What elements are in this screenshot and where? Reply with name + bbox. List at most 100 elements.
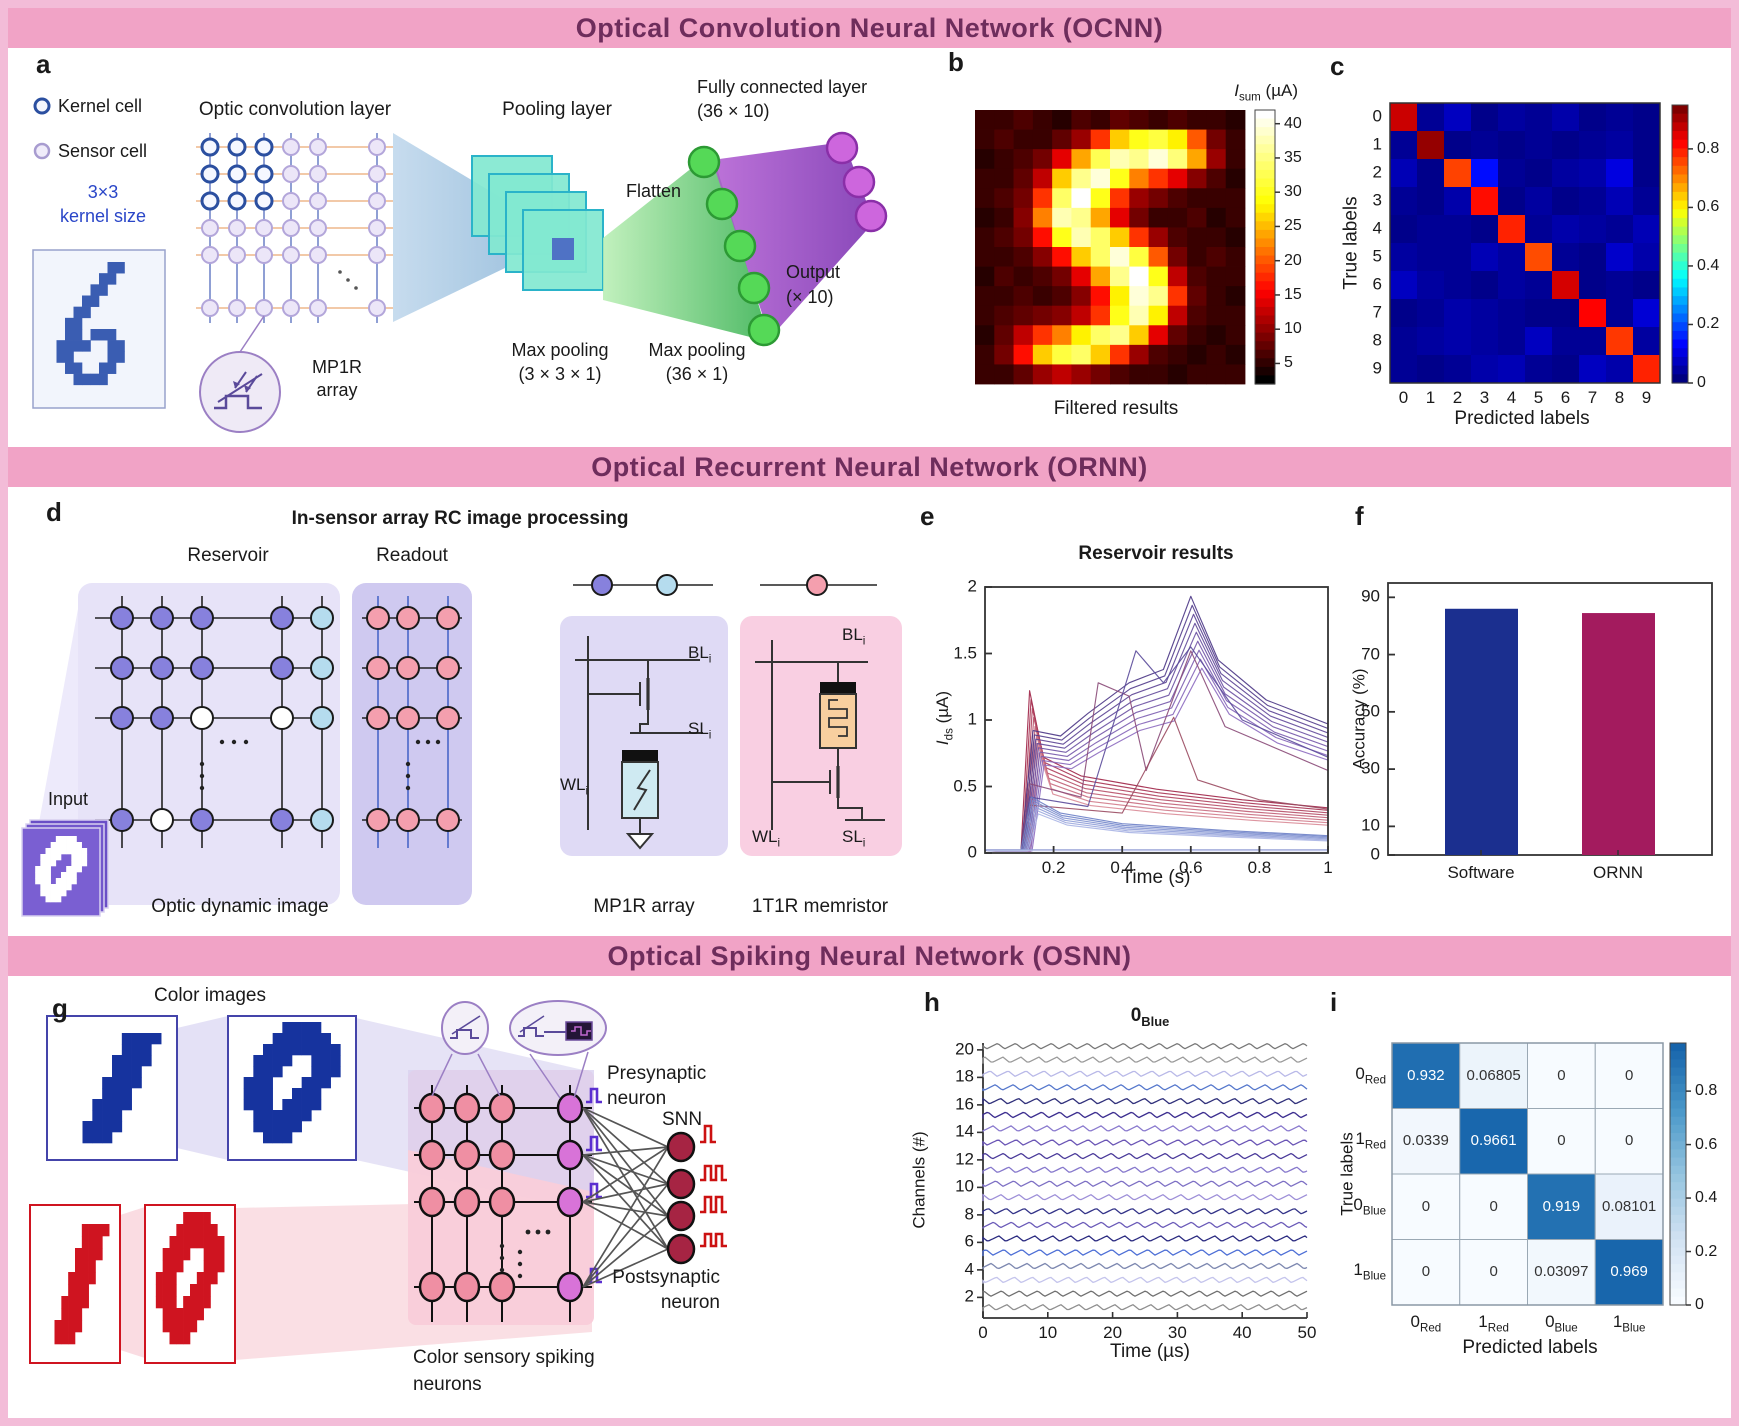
snn-label: SNN (661, 1109, 703, 1130)
i-cell-value: 0 (1489, 1263, 1498, 1280)
c-ytick: 8 (1372, 330, 1382, 350)
b-colorbar-tick: 40 (1284, 114, 1302, 132)
banner-ocnn: Optical Convolution Neural Network (OCNN… (8, 8, 1731, 48)
h-ytick: 14 (955, 1122, 974, 1142)
i-colorbar-tick: 0.2 (1695, 1242, 1718, 1260)
b-colorbar-tick: 30 (1284, 183, 1302, 201)
i-cell-value: 0.0339 (1402, 1132, 1449, 1149)
c-xtick: 3 (1479, 388, 1490, 407)
h-title: 0Blue (1130, 1005, 1170, 1029)
i-xtick: 1Red (1478, 1312, 1509, 1335)
c-xtick: 0 (1398, 388, 1409, 407)
i-xtick: 1Blue (1612, 1312, 1646, 1335)
c-ytick: 3 (1372, 190, 1382, 210)
h-ytick: 10 (955, 1177, 974, 1197)
c-ytick: 5 (1372, 246, 1382, 266)
e-ytick: 0 (967, 842, 977, 862)
b-colorbar-tick: 15 (1284, 286, 1302, 304)
i-cell-value: 0.932 (1407, 1066, 1445, 1084)
input-label: Input (48, 789, 89, 809)
i-colorbar-tick: 0 (1695, 1296, 1704, 1314)
c-colorbar-tick: 0.4 (1697, 257, 1720, 275)
c-colorbar-tick: 0.6 (1697, 198, 1720, 216)
b-colorbar-tick: 20 (1284, 251, 1302, 269)
fc-layer-label: Fully connected layer (697, 77, 868, 97)
i-xtick: 0Red (1410, 1312, 1442, 1335)
color-sensory-caption-2: neurons (413, 1374, 482, 1395)
optic-dynamic-image-caption: Optic dynamic image (151, 896, 329, 917)
panel-f-label: f (1355, 501, 1364, 531)
c-xtick: 5 (1533, 388, 1544, 407)
c-xtick: 8 (1614, 388, 1625, 407)
postsynaptic-label-2: neuron (660, 1292, 720, 1313)
panel-h-label: h (924, 987, 940, 1017)
c-ytick: 4 (1372, 218, 1382, 238)
h-ytick: 8 (964, 1204, 974, 1224)
i-cell-value: 0.919 (1542, 1197, 1581, 1215)
i-xlabel: Predicted labels (1462, 1337, 1598, 1358)
flatten-label: Flatten (626, 181, 682, 201)
f-category-ornn: ORNN (1592, 863, 1644, 882)
c-ytick: 2 (1372, 162, 1382, 182)
pooling-layer-title: Pooling layer (502, 99, 612, 120)
b-colorbar-tick: 25 (1284, 217, 1302, 235)
fc-layer-dims: (36 × 10) (697, 101, 770, 121)
h-xtick: 0 (978, 1323, 988, 1342)
c-xtick: 9 (1641, 388, 1652, 407)
e-title: Reservoir results (1078, 543, 1234, 564)
postsynaptic-label-1: Postsynaptic (612, 1267, 720, 1288)
i-colorbar-tick: 0.6 (1695, 1135, 1718, 1153)
c-ytick: 6 (1372, 274, 1382, 294)
t1r-wl-label: WLi (752, 827, 781, 850)
mp1r-array-label-1: MP1R (311, 357, 363, 377)
f-ytick: 50 (1361, 701, 1380, 721)
mp1r-wl-label: WLi (560, 775, 589, 798)
c-ytick: 9 (1372, 358, 1382, 378)
b-colorbar-tick: 5 (1284, 354, 1293, 372)
f-ytick: 70 (1361, 644, 1380, 664)
i-ytick: 0Red (1355, 1063, 1386, 1087)
i-cell-value: 0 (1557, 1132, 1566, 1149)
c-xtick: 4 (1506, 388, 1517, 407)
h-ylabel: Channels (#) (909, 1131, 929, 1229)
legend-kernel-cell: Kernel cell (58, 96, 143, 116)
panel-b-label: b (948, 47, 964, 77)
i-colorbar-tick: 0.4 (1695, 1189, 1718, 1207)
mp1r-array-caption: MP1R array (593, 896, 695, 917)
h-ytick: 20 (955, 1039, 974, 1059)
banner-ornn: Optical Recurrent Neural Network (ORNN) (8, 447, 1731, 487)
i-cell-value: 0.03097 (1534, 1263, 1589, 1280)
presynaptic-label-2: neuron (607, 1088, 667, 1109)
i-cell-value: 0 (1421, 1197, 1431, 1215)
i-ytick: 1Blue (1353, 1260, 1386, 1283)
e-ylabel: Ids (µA) (932, 690, 956, 746)
c-xtick: 7 (1587, 388, 1598, 407)
max-pooling-1-dims: (3 × 3 × 1) (518, 364, 602, 384)
i-ytick: 1Red (1355, 1129, 1386, 1152)
h-xtick: 30 (1167, 1323, 1187, 1342)
panel-d-label: d (46, 497, 62, 527)
h-xtick: 50 (1297, 1323, 1317, 1342)
i-cell-value: 0 (1489, 1197, 1498, 1215)
h-ytick: 12 (955, 1149, 974, 1169)
t1r-memristor-caption: 1T1R memristor (751, 896, 889, 917)
e-xtick: 0.4 (1110, 858, 1135, 877)
c-xtick: 1 (1425, 388, 1436, 407)
t1r-sl-label: SLi (842, 827, 866, 850)
c-ytick: 1 (1372, 134, 1382, 154)
i-cell-value: 0.9661 (1470, 1132, 1517, 1149)
e-ytick: 1 (967, 709, 977, 729)
i-cell-value: 0.969 (1610, 1263, 1648, 1280)
h-ytick: 16 (955, 1094, 974, 1114)
f-ytick: 90 (1361, 586, 1380, 606)
c-colorbar-tick: 0.8 (1697, 140, 1720, 158)
banner-osnn: Optical Spiking Neural Network (OSNN) (8, 936, 1731, 976)
i-cell-value: 0 (1624, 1066, 1634, 1084)
b-colorbar-tick: 10 (1284, 320, 1302, 338)
c-colorbar-tick: 0.2 (1697, 315, 1720, 333)
f-category-software: Software (1447, 863, 1515, 882)
b-colorbar-title: Isum (µA) (1234, 81, 1298, 104)
c-xtick: 2 (1452, 388, 1463, 407)
e-xtick: 1 (1323, 858, 1333, 877)
